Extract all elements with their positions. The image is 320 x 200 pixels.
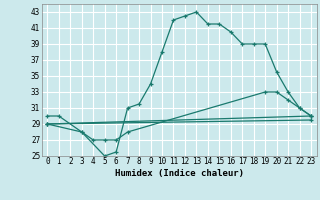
X-axis label: Humidex (Indice chaleur): Humidex (Indice chaleur) xyxy=(115,169,244,178)
